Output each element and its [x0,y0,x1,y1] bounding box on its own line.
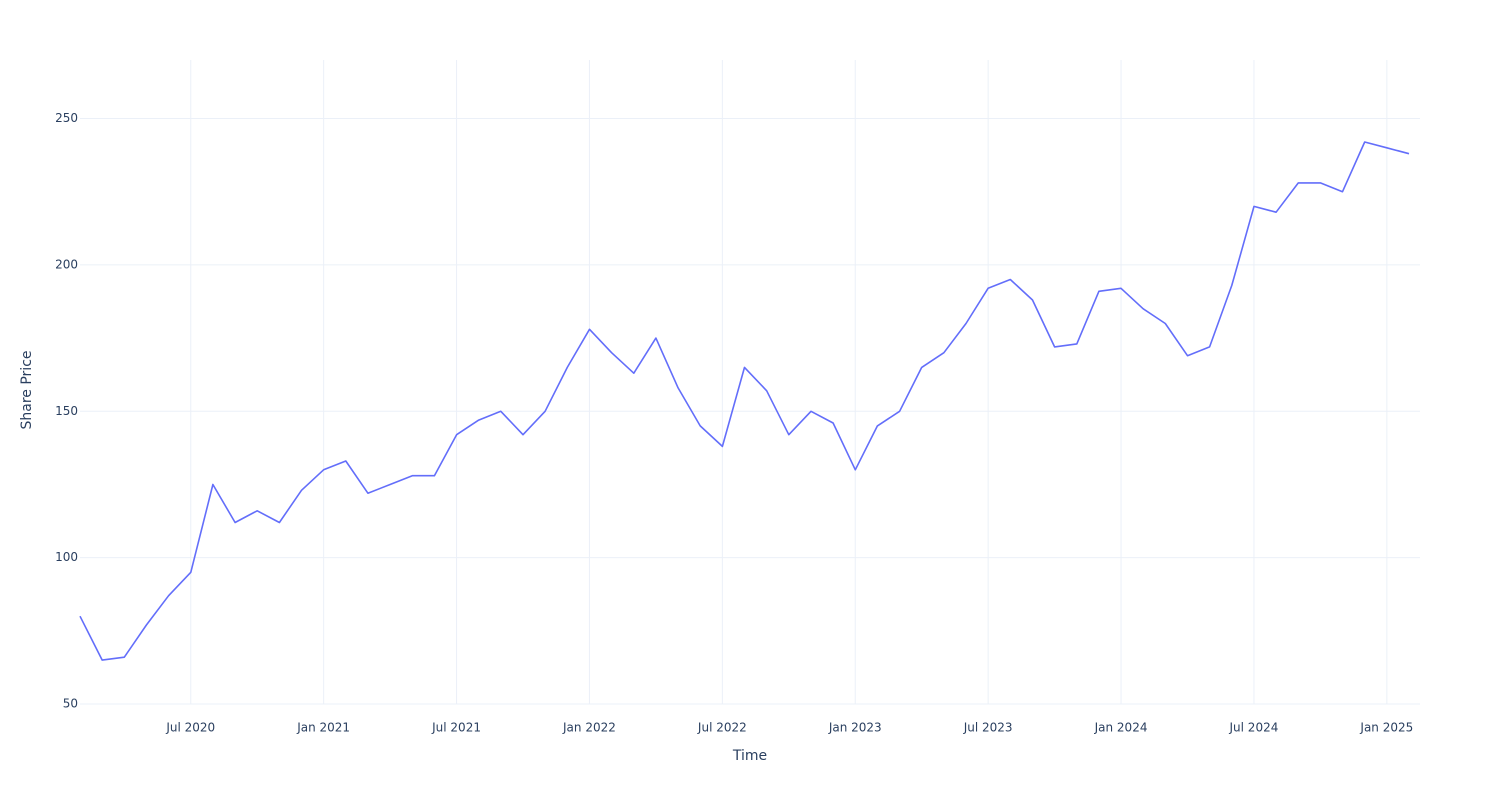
y-axis-title: Share Price [19,350,35,429]
y-tick-label: 150 [55,404,78,418]
x-tick-label: Jul 2021 [431,721,481,735]
x-tick-label: Jul 2022 [697,721,747,735]
y-tick-label: 250 [55,111,78,125]
x-tick-label: Jul 2024 [1229,721,1279,735]
y-tick-label: 50 [63,697,78,711]
y-tick-label: 200 [55,257,78,271]
x-tick-label: Jan 2025 [1359,721,1413,735]
x-tick-label: Jan 2023 [828,721,882,735]
x-tick-label: Jan 2022 [562,721,616,735]
x-axis-title: Time [732,748,767,764]
x-tick-label: Jul 2023 [963,721,1013,735]
y-tick-label: 100 [55,550,78,564]
x-tick-label: Jan 2024 [1094,721,1148,735]
grid [80,60,1420,705]
price-line [79,141,1410,661]
x-tick-label: Jul 2020 [165,721,215,735]
x-tick-label: Jan 2021 [296,721,350,735]
